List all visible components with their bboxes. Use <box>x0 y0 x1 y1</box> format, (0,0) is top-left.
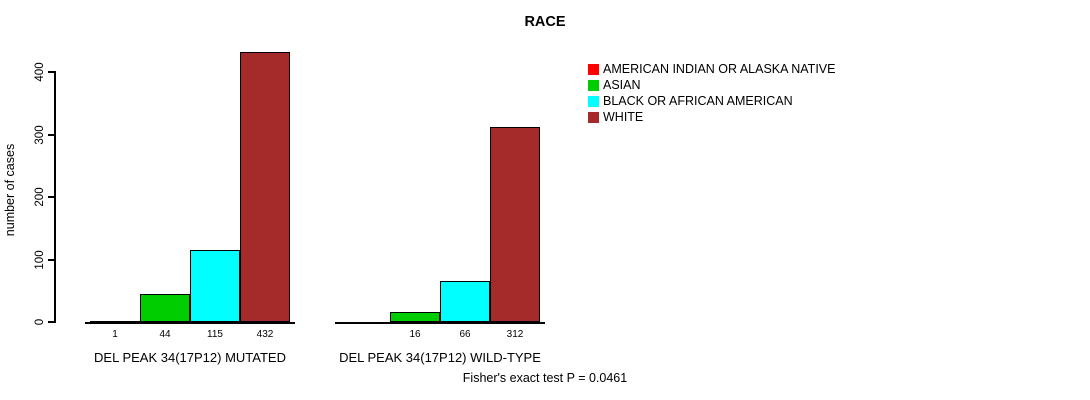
group-label-mutated: DEL PEAK 34(17P12) MUTATED <box>94 350 286 365</box>
y-axis-label: number of cases <box>3 143 17 237</box>
legend-label: AMERICAN INDIAN OR ALASKA NATIVE <box>603 62 836 76</box>
value-labels-wild-type: 16 66 312 <box>335 329 545 340</box>
bar-slot <box>390 50 440 322</box>
value-labels-mutated: 1 44 115 432 <box>85 329 295 340</box>
y-axis-tick-label: 400 <box>34 62 46 82</box>
bars-mutated <box>85 50 295 324</box>
bar-slot <box>90 50 140 322</box>
group-label-wild-type: DEL PEAK 34(17P12) WILD-TYPE <box>339 350 541 365</box>
y-axis-tick-label: 300 <box>34 124 46 145</box>
legend-swatch-white-icon <box>588 111 599 123</box>
bar-slot <box>440 50 490 322</box>
legend-label: ASIAN <box>603 78 641 92</box>
bar-white <box>490 127 540 322</box>
legend-swatch-american-indian-icon <box>588 63 599 75</box>
legend-row: WHITE <box>588 110 835 124</box>
y-axis-tick <box>48 196 55 198</box>
y-axis-tick-label: 200 <box>34 187 46 207</box>
bar-value-label: 16 <box>409 329 421 340</box>
bars-wild-type <box>335 50 545 324</box>
bar-group-mutated: 1 44 115 432 DEL PEAK 34(17P12) MUTATED <box>85 50 295 365</box>
bar-value-label: 44 <box>159 329 171 340</box>
bar-slot <box>240 50 290 322</box>
legend-swatch-asian-icon <box>588 79 599 91</box>
bar-slot <box>340 50 390 322</box>
bar-value-label: 66 <box>459 329 471 340</box>
legend-swatch-black-or-african-american-icon <box>588 95 599 107</box>
legend-row: AMERICAN INDIAN OR ALASKA NATIVE <box>588 62 835 76</box>
y-axis-tick <box>48 133 55 136</box>
bar-value-label: 1 <box>112 329 118 340</box>
bar-white <box>240 52 290 322</box>
y-axis-tick-label: 0 <box>34 318 46 326</box>
bar-value-label <box>340 329 390 340</box>
bar-asian <box>390 312 440 322</box>
bar-american-indian-or-alaska-native <box>90 321 140 322</box>
legend-label: WHITE <box>603 110 644 124</box>
y-axis-tick <box>48 71 55 73</box>
bar-slot <box>190 50 240 322</box>
fisher-test-annotation: Fisher's exact test P = 0.0461 <box>462 371 628 385</box>
chart-title: RACE <box>524 14 566 30</box>
bar-value-label: 432 <box>256 329 274 340</box>
legend-label: BLACK OR AFRICAN AMERICAN <box>603 94 793 108</box>
y-axis-tick-label: 100 <box>34 249 46 270</box>
bar-value-label: 312 <box>506 329 524 340</box>
bar-asian <box>140 294 190 322</box>
bar-slot <box>140 50 190 322</box>
y-axis-tick <box>48 321 55 323</box>
y-axis-tick <box>48 258 55 261</box>
bar-slot <box>490 50 540 322</box>
legend-row: BLACK OR AFRICAN AMERICAN <box>588 94 835 108</box>
bar-value-label: 115 <box>207 329 223 340</box>
bar-black-or-african-american <box>190 250 240 322</box>
bar-black-or-african-american <box>440 281 490 322</box>
legend-row: ASIAN <box>588 78 835 92</box>
y-axis-line <box>54 71 56 323</box>
legend: AMERICAN INDIAN OR ALASKA NATIVE ASIAN B… <box>588 62 835 126</box>
bar-group-wild-type: 16 66 312 DEL PEAK 34(17P12) WILD-TYPE <box>335 50 545 365</box>
